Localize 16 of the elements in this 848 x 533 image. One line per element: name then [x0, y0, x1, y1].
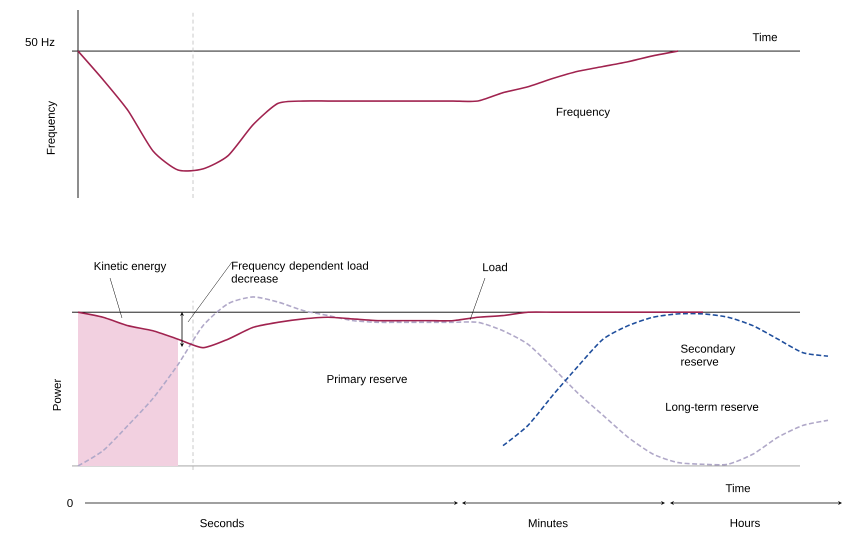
text: Minutes: [528, 518, 568, 528]
text: Time: [752, 32, 778, 42]
y-axis-title: Power: [53, 378, 61, 410]
text: 50 Hz: [25, 38, 54, 46]
text: Load: [483, 262, 507, 272]
annotation: Frequency: [556, 108, 610, 118]
text: 0: [67, 498, 73, 508]
y-axis-title: Frequency: [46, 100, 58, 154]
annotation: Long-term reserve: [666, 402, 758, 414]
text: Seconds: [200, 518, 244, 528]
annotation: Secondary reserve: [681, 344, 736, 366]
annotation: Primary reserve: [328, 374, 407, 386]
text: Frequency dependent load decrease: [232, 261, 368, 283]
text: Kinetic energy: [94, 262, 166, 272]
text: Hours: [730, 519, 760, 527]
text: Time: [726, 484, 750, 492]
